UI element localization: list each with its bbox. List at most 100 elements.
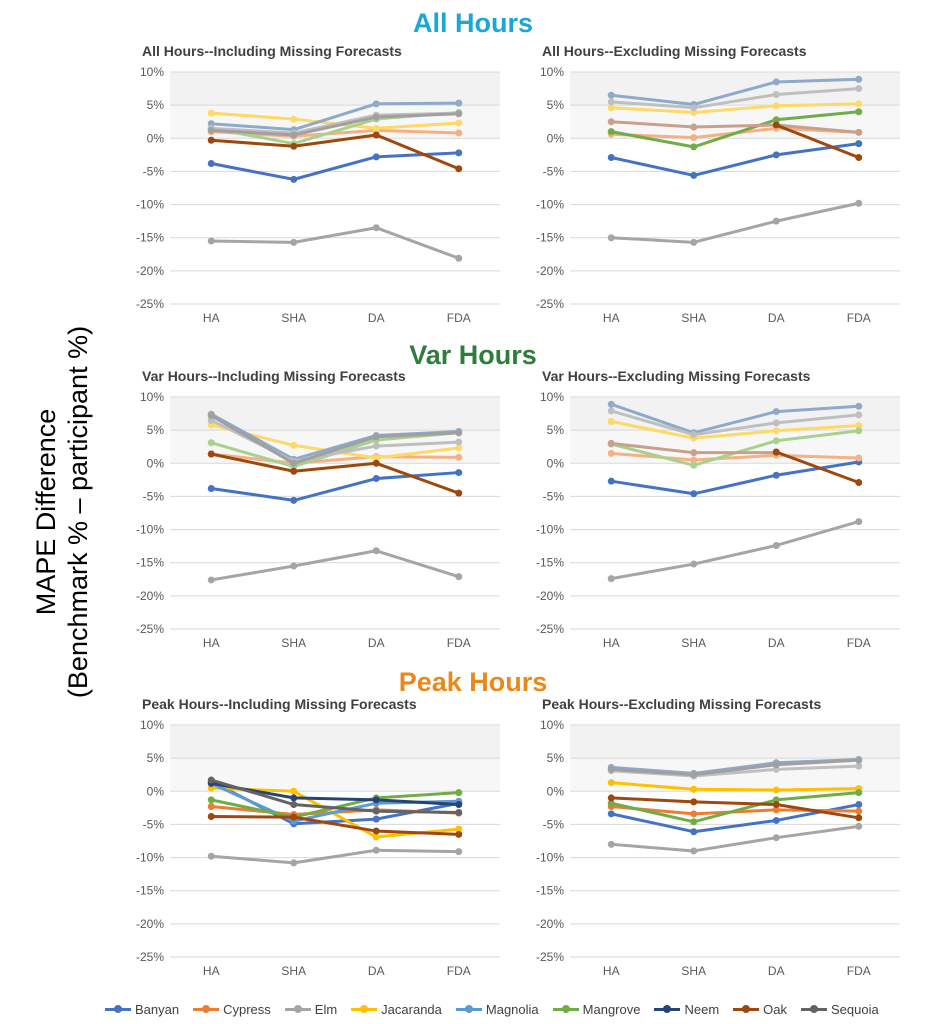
y-tick-label: 5%	[547, 423, 565, 437]
series-neem	[207, 779, 463, 809]
series-line	[211, 471, 459, 502]
series-elm	[207, 547, 463, 584]
data-point	[772, 408, 780, 416]
y-tick-label: -15%	[136, 231, 164, 245]
data-point	[372, 224, 380, 232]
data-point	[855, 422, 863, 430]
y-tick-label: -10%	[136, 523, 164, 537]
data-point	[290, 131, 298, 139]
chart-all-hours-including: All Hours--Including Missing Forecasts 10…	[136, 40, 508, 325]
data-point	[455, 438, 463, 446]
x-tick-label: DA	[768, 636, 785, 650]
data-point	[855, 427, 863, 435]
series-line	[610, 110, 859, 149]
data-point	[290, 801, 298, 809]
y-tick-label: 0%	[147, 131, 165, 145]
data-point	[772, 448, 780, 456]
data-point	[455, 129, 463, 137]
chart-svg: All Hours--Including Missing Forecasts 10…	[136, 43, 500, 325]
data-point	[855, 801, 863, 809]
series-line	[211, 848, 459, 865]
data-point	[372, 100, 380, 108]
y-tick-label: -25%	[136, 622, 164, 636]
series-elm	[207, 224, 463, 262]
data-point	[607, 449, 615, 457]
data-point	[690, 123, 698, 131]
data-point	[855, 402, 863, 410]
legend-marker	[464, 1005, 473, 1013]
data-point	[690, 171, 698, 179]
data-point	[855, 762, 863, 770]
series-line	[611, 460, 859, 496]
data-point	[855, 75, 863, 83]
y-tick-label: 10%	[140, 65, 164, 79]
y-tick-label: -5%	[143, 817, 165, 831]
data-point	[855, 411, 863, 419]
legend-item-magnolia: Magnolia	[455, 1001, 539, 1017]
series-oak	[207, 450, 463, 497]
x-tick-label: FDA	[847, 964, 871, 978]
data-point	[855, 822, 863, 830]
data-point	[690, 785, 698, 793]
data-point	[207, 136, 215, 144]
data-point	[772, 116, 780, 124]
data-point	[690, 143, 698, 151]
series-sequoia	[207, 776, 463, 816]
y-tick-label: -10%	[136, 198, 164, 212]
legend-label: Magnolia	[485, 1001, 539, 1017]
series-banyan	[607, 140, 863, 179]
chart-peak-hours-including: Peak Hours--Including Missing Forecasts 1…	[136, 693, 508, 978]
data-point	[455, 789, 463, 797]
y-tick-label: 5%	[547, 98, 565, 112]
y-axis-label-line1: MAPE Difference	[31, 409, 61, 616]
x-tick-label: DA	[368, 964, 385, 978]
data-point	[690, 461, 698, 469]
series-line	[211, 452, 459, 465]
chart-svg: Peak Hours--Excluding Missing Forecasts 1…	[536, 696, 900, 978]
data-point	[772, 91, 780, 99]
data-point	[607, 794, 615, 802]
data-point	[607, 477, 615, 485]
series-jacaranda	[607, 418, 863, 442]
series-oak	[607, 794, 863, 822]
data-point	[855, 518, 863, 526]
y-tick-label: 0%	[547, 784, 565, 798]
data-point	[372, 113, 380, 121]
data-point	[690, 818, 698, 826]
data-point	[855, 454, 863, 462]
data-point	[772, 427, 780, 435]
series-mangrove	[607, 789, 863, 826]
data-point	[855, 140, 863, 148]
x-tick-label: SHA	[281, 636, 306, 650]
series-magnolia	[607, 400, 863, 437]
series-line	[610, 420, 859, 440]
y-tick-label: 5%	[147, 751, 165, 765]
data-point	[772, 834, 780, 842]
chart-title: Var Hours--Including Missing Forecasts	[142, 368, 406, 384]
data-point	[207, 796, 215, 804]
data-point	[607, 154, 615, 162]
x-tick-label: HA	[603, 964, 620, 978]
series-elm	[607, 199, 863, 246]
data-point	[372, 547, 380, 555]
section-title-all-hours: All Hours	[412, 8, 533, 38]
data-point	[455, 453, 463, 461]
series-mangrove	[607, 108, 863, 151]
series-line	[611, 758, 859, 777]
legend-item-neem: Neem	[654, 1002, 719, 1017]
legend-marker	[293, 1005, 302, 1013]
y-tick-label: -5%	[143, 489, 165, 503]
x-tick-label: HA	[603, 636, 620, 650]
data-point	[290, 467, 298, 475]
data-point	[372, 833, 380, 841]
chart-svg: Peak Hours--Including Missing Forecasts 1…	[136, 696, 500, 978]
chart-title: Peak Hours--Including Missing Forecasts	[142, 696, 417, 712]
series-neem	[607, 85, 863, 112]
y-tick-label: 5%	[147, 423, 165, 437]
legend-label: Banyan	[135, 1001, 180, 1017]
data-point	[772, 151, 780, 159]
legend-swatch	[801, 1005, 827, 1013]
x-tick-label: SHA	[281, 311, 306, 325]
data-point	[207, 450, 215, 458]
data-point	[207, 484, 215, 492]
